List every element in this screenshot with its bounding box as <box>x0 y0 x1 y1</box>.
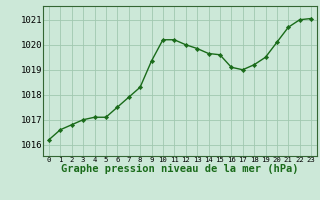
X-axis label: Graphe pression niveau de la mer (hPa): Graphe pression niveau de la mer (hPa) <box>61 164 299 174</box>
